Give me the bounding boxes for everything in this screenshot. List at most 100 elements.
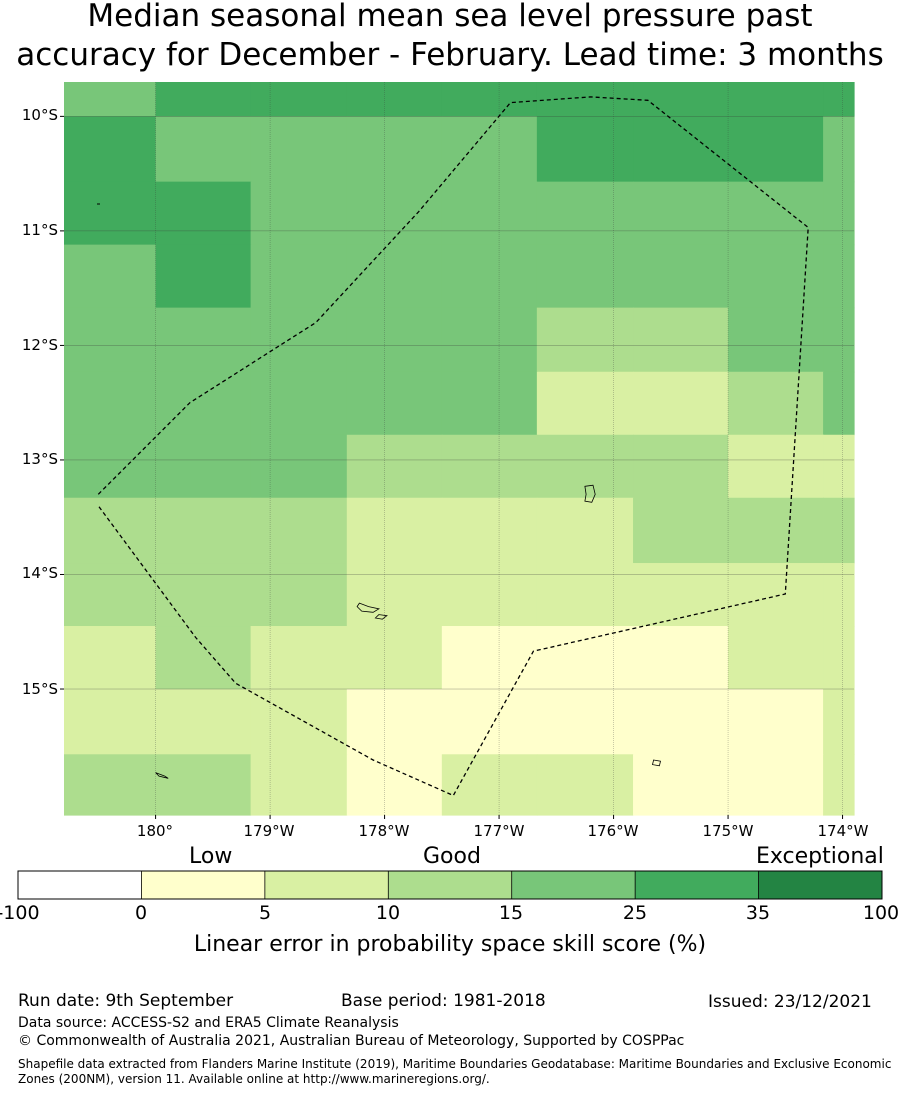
lon-label-178w: 178°W (358, 822, 410, 840)
shapefile-credit-line-1: Shapefile data extracted from Flanders M… (18, 1057, 892, 1071)
skill-cell-0-5 (633, 689, 729, 755)
category-label-good: Good (423, 844, 481, 869)
skill-cell-5-10 (823, 689, 855, 755)
skill-cell-5-10 (441, 754, 538, 816)
skill-cell-10-15 (250, 497, 348, 564)
colorbar-swatch (758, 871, 883, 899)
skill-cell-15-25 (250, 371, 348, 436)
skill-cell-15-25 (155, 371, 252, 436)
axis-ticks (60, 115, 844, 819)
colorbar-tick-label: 25 (622, 902, 648, 924)
lat-label-13s: 13°S (21, 450, 58, 468)
colorbar-frame (17, 870, 883, 900)
skill-cell-15-25 (250, 434, 348, 499)
category-label-exceptional: Exceptional (756, 844, 884, 869)
skill-cell-15-25 (823, 244, 855, 309)
skill-cell-0-5 (633, 626, 729, 690)
colorbar-tick-label: 35 (745, 902, 771, 924)
skill-cell-5-10 (155, 689, 252, 755)
skill-cell-25-35 (441, 82, 538, 117)
skill-cell-5-10 (823, 754, 855, 816)
skill-cell-15-25 (823, 371, 855, 436)
skill-cell-10-15 (633, 307, 729, 373)
skill-cell-25-35 (155, 82, 252, 117)
lon-label-174w: 174°W (817, 822, 869, 840)
lat-label-15s: 15°S (21, 680, 58, 698)
skill-cell-15-25 (346, 116, 443, 183)
lon-label-176w: 176°W (587, 822, 639, 840)
skill-cell-25-35 (155, 181, 252, 246)
skill-cell-15-25 (155, 434, 252, 499)
skill-cell-15-25 (536, 181, 634, 246)
skill-cell-15-25 (633, 244, 729, 309)
skill-cell-5-10 (823, 563, 855, 627)
skill-cell-15-25 (441, 244, 538, 309)
skill-cell-5-10 (536, 497, 634, 564)
skill-cell-25-35 (633, 82, 729, 117)
skill-cell-15-25 (250, 307, 348, 373)
colorbar-swatch (388, 871, 513, 899)
skill-cell-10-15 (155, 754, 252, 816)
skill-cells (64, 82, 855, 816)
colorbar-swatch (264, 871, 389, 899)
colorbar-swatch (511, 871, 636, 899)
copyright-notice: © Commonwealth of Australia 2021, Austra… (18, 1033, 685, 1049)
skill-cell-10-15 (441, 434, 538, 499)
skill-cell-0-5 (346, 754, 443, 816)
skill-cell-15-25 (728, 244, 824, 309)
skill-cell-15-25 (441, 307, 538, 373)
skill-cell-15-25 (64, 244, 157, 309)
colorbar-swatches (18, 871, 883, 899)
skill-cell-25-35 (536, 82, 634, 117)
skill-cell-15-25 (250, 244, 348, 309)
skill-cell-15-25 (155, 116, 252, 183)
category-label-low: Low (189, 844, 233, 869)
skill-cell-5-10 (346, 563, 443, 627)
skill-cell-10-15 (823, 497, 855, 564)
skill-cell-5-10 (250, 689, 348, 755)
skill-cell-5-10 (728, 563, 824, 627)
skill-cell-15-25 (64, 371, 157, 436)
skill-cell-5-10 (536, 563, 634, 627)
skill-cell-10-15 (64, 754, 157, 816)
skill-cell-10-15 (728, 497, 824, 564)
map-title-line-1: Median seasonal mean sea level pressure … (87, 0, 813, 34)
skill-cell-0-5 (441, 626, 538, 690)
skill-cell-10-15 (346, 434, 443, 499)
skill-cell-10-15 (155, 497, 252, 564)
skill-cell-15-25 (346, 371, 443, 436)
skill-cell-15-25 (441, 371, 538, 436)
skill-cell-25-35 (633, 116, 729, 183)
skill-cell-5-10 (728, 434, 824, 499)
colorbar-swatch (18, 871, 142, 899)
skill-cell-15-25 (346, 244, 443, 309)
skill-cell-5-10 (823, 434, 855, 499)
skill-cell-15-25 (64, 307, 157, 373)
map-title-line-2: accuracy for December - February. Lead t… (16, 37, 884, 73)
skill-cell-15-25 (64, 434, 157, 499)
skill-cell-5-10 (250, 754, 348, 816)
skill-cell-15-25 (728, 307, 824, 373)
colorbar-tick-label: 100 (862, 902, 900, 924)
island-outline (652, 759, 661, 767)
skill-cell-15-25 (346, 307, 443, 373)
lon-label-180: 180° (136, 822, 174, 840)
skill-map (17, 82, 883, 900)
skill-cell-25-35 (823, 82, 855, 117)
base-period: Base period: 1981-2018 (341, 991, 546, 1011)
skill-cell-5-10 (728, 626, 824, 690)
island-outline (374, 614, 388, 620)
skill-cell-15-25 (728, 181, 824, 246)
skill-cell-25-35 (250, 82, 348, 117)
island-outlines (97, 203, 661, 779)
skill-cell-25-35 (728, 82, 824, 117)
skill-cell-5-10 (441, 497, 538, 564)
colorbar-swatch (635, 871, 759, 899)
skill-cell-10-15 (728, 371, 824, 436)
skill-cell-5-10 (441, 563, 538, 627)
skill-cell-10-15 (633, 497, 729, 564)
shapefile-credit-line-2: Zones (200NM), version 11. Available onl… (18, 1072, 490, 1086)
skill-cell-15-25 (823, 307, 855, 373)
eez-boundary (97, 96, 809, 797)
colorbar-tick-label: 10 (375, 902, 401, 924)
